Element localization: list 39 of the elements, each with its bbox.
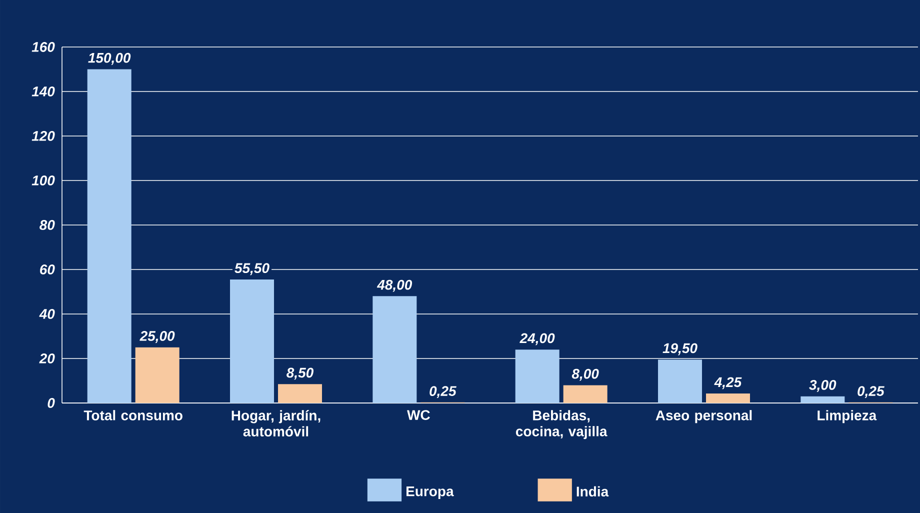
x-tick-label: Limpieza	[818, 410, 877, 424]
bar	[800, 396, 845, 403]
y-tick-label: 160	[32, 42, 55, 52]
y-tick-label: 100	[32, 176, 55, 186]
bar	[706, 394, 750, 403]
y-tick-label: 60	[40, 264, 55, 274]
y-tick-label: 140	[32, 86, 55, 96]
data-label: 0,25	[430, 386, 456, 398]
legend-label: India	[576, 486, 609, 497]
x-tick-label: Aseo personal	[656, 410, 752, 424]
bar	[563, 385, 608, 403]
y-tick-label: 20	[39, 354, 55, 364]
data-label: 3,00	[809, 380, 836, 392]
bar	[278, 384, 322, 403]
y-tick-label: 80	[40, 220, 55, 230]
bar	[658, 360, 702, 403]
data-label: 25,00	[140, 331, 175, 343]
data-label: 24,00	[520, 333, 555, 346]
bar	[135, 347, 180, 403]
y-tick-label: 0	[48, 398, 55, 408]
data-label: 55,50	[234, 263, 270, 276]
x-tick-label: Bebidas, cocina, vajilla	[516, 410, 608, 440]
legend-label: Europa	[406, 486, 454, 500]
data-label: 150,00	[88, 52, 131, 65]
bar	[372, 296, 417, 403]
data-label: 19,50	[662, 343, 698, 356]
data-label: 4,25	[714, 377, 742, 390]
data-label: 8,50	[286, 368, 314, 380]
data-label: 0,25	[858, 386, 884, 398]
x-tick-label: Hogar, jardín, automóvil	[232, 410, 320, 436]
bar	[515, 350, 560, 403]
bar	[87, 69, 132, 403]
x-tick-label: WC	[407, 410, 430, 420]
data-label: 8,00	[572, 368, 599, 381]
data-label: 48,00	[376, 280, 412, 292]
y-tick-label: 120	[32, 131, 55, 141]
x-tick-label: Total consumo	[84, 410, 182, 420]
bar	[230, 280, 274, 403]
y-tick-label: 40	[39, 309, 55, 319]
